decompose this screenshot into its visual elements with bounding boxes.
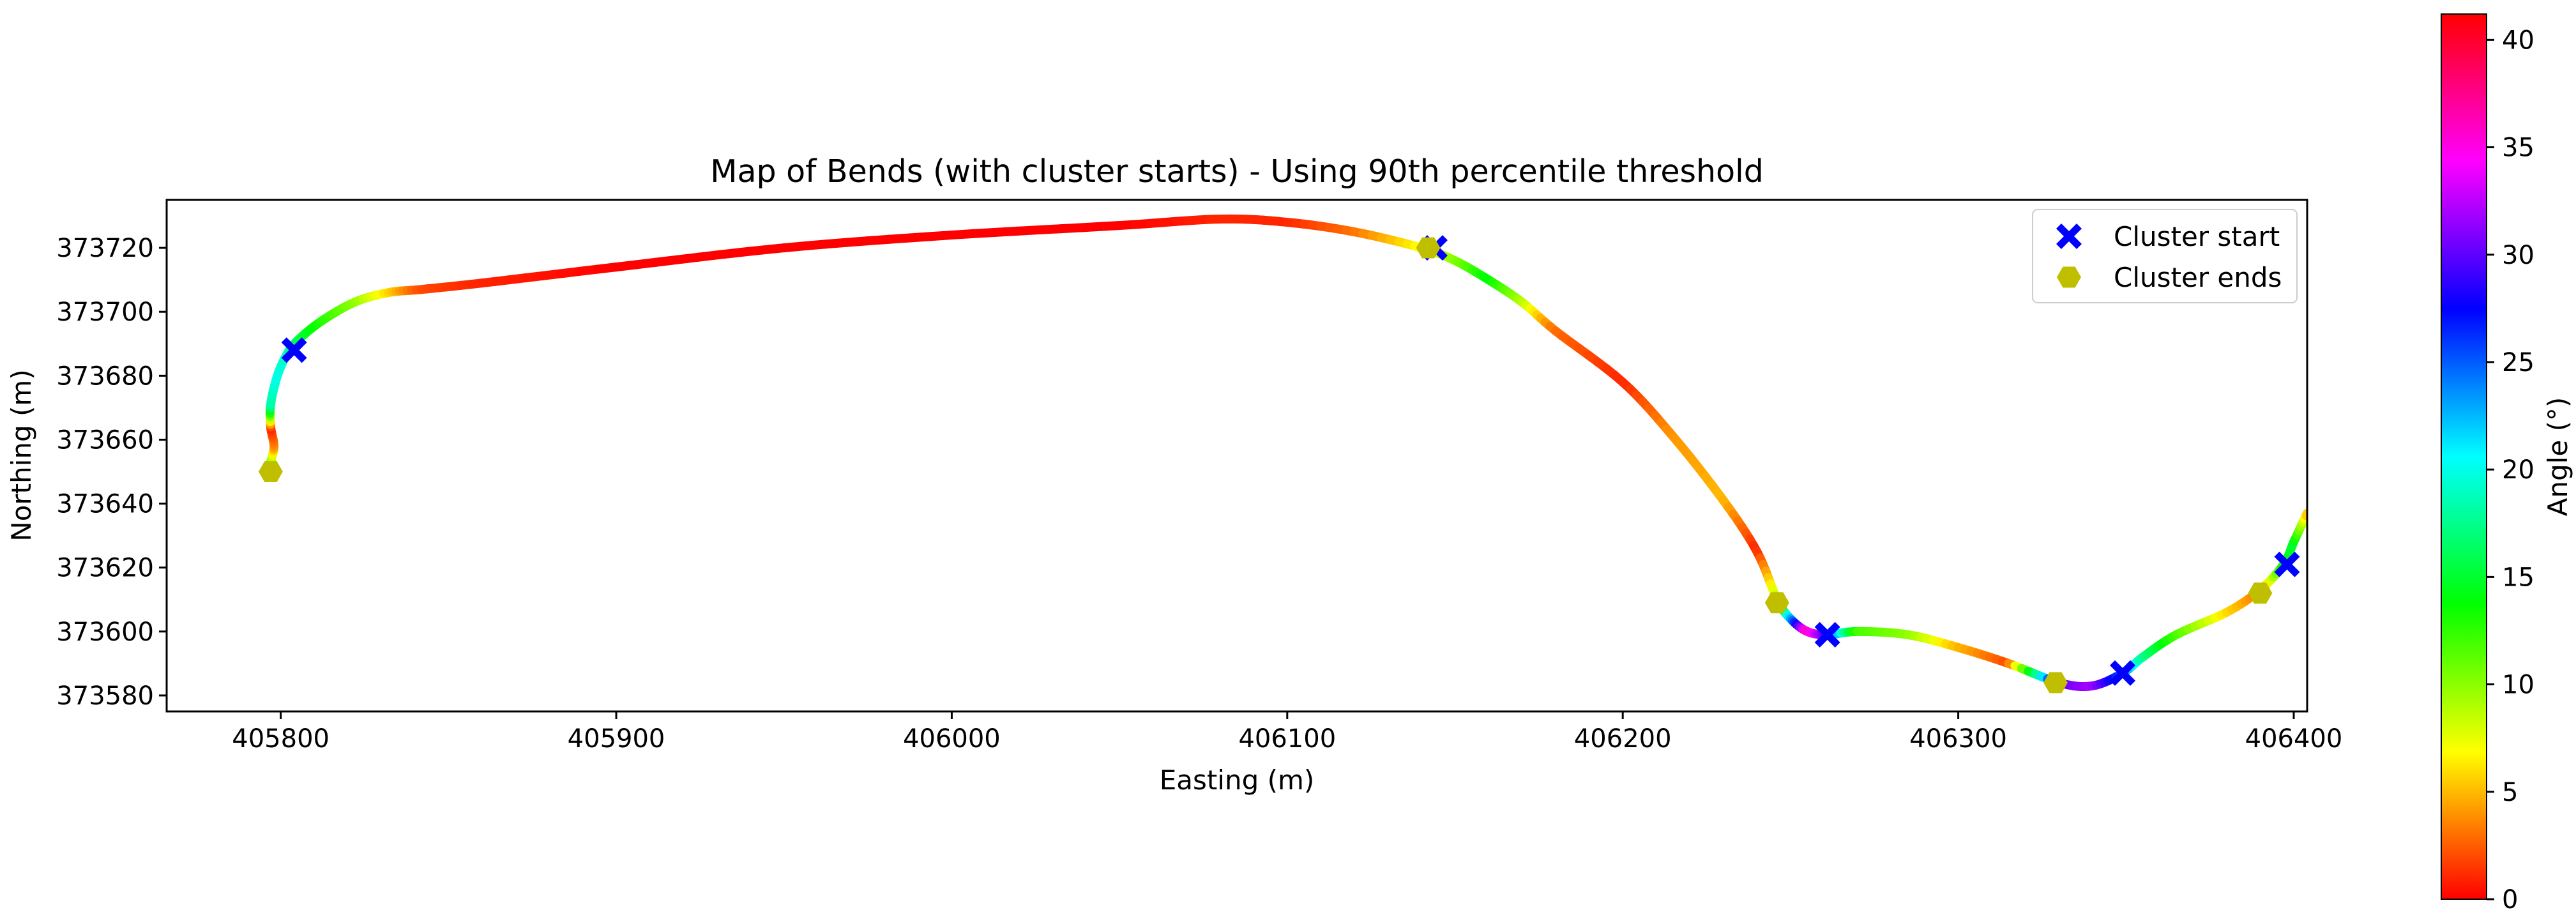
colorbar-tick-label: 35 — [2502, 133, 2534, 163]
x-tick-label: 406300 — [1909, 724, 2007, 754]
colorbar-tick-label: 5 — [2502, 778, 2518, 807]
y-tick-label: 373660 — [56, 425, 154, 455]
legend-label: Cluster start — [2114, 221, 2280, 252]
colorbar-tick-label: 15 — [2502, 563, 2534, 592]
bend-path — [270, 219, 2307, 687]
y-axis-label: Northing (m) — [6, 369, 37, 541]
chart-title: Map of Bends (with cluster starts) - Usi… — [710, 153, 1764, 190]
x-tick-label: 406200 — [1574, 724, 1672, 754]
y-tick-label: 373720 — [56, 234, 154, 263]
colorbar-tick-label: 25 — [2502, 348, 2534, 377]
colorbar-tick-label: 10 — [2502, 671, 2534, 700]
x-axis-ticks: 405800 405900 406000 406100 406200 406300 4064… — [232, 711, 2342, 754]
colorbar-gradient — [2441, 14, 2487, 899]
x-tick-label: 405900 — [568, 724, 665, 754]
colorbar-tick-label: 30 — [2502, 241, 2534, 270]
axes-frame — [167, 200, 2307, 711]
x-tick-label: 406400 — [2245, 724, 2343, 754]
cluster-end-marker — [259, 461, 283, 482]
colorbar: 0 5 10 15 20 25 30 35 40 Angle (°) — [2441, 14, 2573, 915]
colorbar-label: Angle (°) — [2542, 397, 2573, 517]
y-tick-label: 373600 — [56, 618, 154, 647]
colorbar-tick-label: 0 — [2502, 885, 2518, 915]
colorbar-tick-label: 40 — [2502, 26, 2534, 55]
x-tick-label: 406000 — [903, 724, 1001, 754]
legend-label: Cluster ends — [2114, 262, 2282, 293]
x-tick-label: 405800 — [232, 724, 330, 754]
y-axis-ticks: 373580 373600 373620 373640 373660 373680 3737… — [56, 234, 167, 711]
cluster-markers — [259, 235, 2300, 693]
y-tick-label: 373580 — [56, 681, 154, 711]
legend: Cluster start Cluster ends — [2033, 209, 2297, 303]
y-tick-label: 373680 — [56, 361, 154, 391]
y-tick-label: 373620 — [56, 554, 154, 583]
x-tick-label: 406100 — [1238, 724, 1336, 754]
y-tick-label: 373700 — [56, 298, 154, 327]
colorbar-tick-label: 20 — [2502, 455, 2534, 485]
x-axis-label: Easting (m) — [1160, 764, 1315, 796]
y-tick-label: 373640 — [56, 490, 154, 519]
